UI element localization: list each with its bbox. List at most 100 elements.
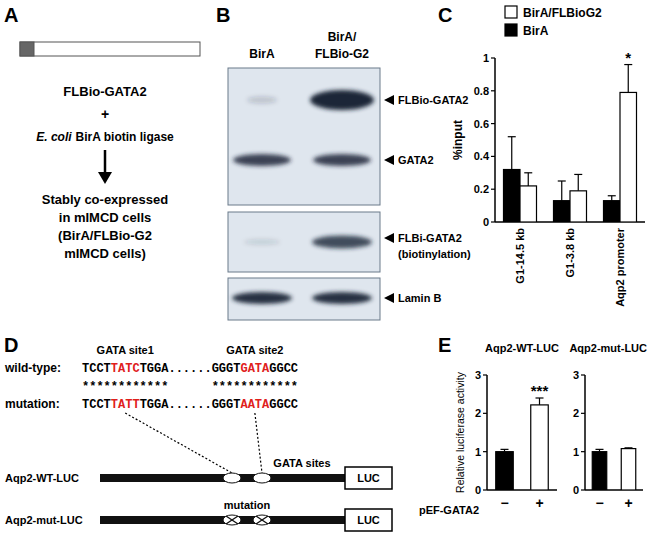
annotation: * [625,49,631,66]
y-tick-label: 1 [483,52,489,64]
x-axis-label: pEF-GATA2 [419,504,479,516]
sequence-part: GGCC [269,362,298,376]
x-tick-label: + [535,495,543,511]
y-tick [491,221,495,222]
y-tick-label: 0.4 [474,150,490,162]
blot-band [232,292,292,304]
y-tick-label: 0 [573,484,579,496]
y-axis [584,375,586,490]
blot-band [312,236,372,249]
y-tick-label: 1 [475,446,481,458]
x-tick-label: Aqp2 promoter [614,227,626,307]
error-bar [508,137,516,170]
construct-label: Aqp2-mut-LUC [5,514,83,526]
error-bar [524,173,532,186]
y-tick [483,489,487,490]
bar [620,92,637,222]
band-arrow [384,155,394,165]
site-label: GATA site2 [226,344,283,356]
plot-marks [504,65,637,222]
panel-label: D [4,334,18,356]
y-tick [483,451,487,452]
plus-sign: + [101,106,109,122]
lane-label: BirA [249,47,275,61]
bar [604,201,621,222]
error-bar [501,449,509,451]
bar [520,186,537,222]
protein-bar [20,42,200,56]
error-stem [539,398,540,405]
error-stem [528,173,529,186]
band-label: FLBi-GATA2 [398,232,462,244]
arrow-shaft [104,150,107,174]
error-bar [624,65,632,93]
panel-label: B [216,4,230,26]
band-arrow [384,233,394,243]
sequence-part: AATA [240,398,270,412]
chart-title: Aqp2-mut-LUC [569,342,647,354]
reporter-box [345,467,392,489]
band-label: FLBio-GATA2 [398,94,468,106]
ligase-label: E. coli BirA biotin ligase [36,130,174,144]
bar [621,449,636,490]
sequence-part: TATT [111,398,140,412]
error-bar [608,196,616,201]
sequence: TCCTTATTTGGA......GGGTAATAGGCC [82,398,298,412]
error-bar [574,174,582,190]
error-bar [558,181,566,201]
sequence-part: GATA [240,362,270,376]
band-label: (biotinylation) [398,248,471,260]
sequence-part: TATC [111,362,140,376]
bar [531,405,549,490]
error-cap [508,136,516,137]
ligase-species: E. coli [36,130,72,144]
figure: A B C D E FLBio-GATA2 + E. coli BirA biotin liga… [0,0,650,540]
y-tick [483,374,487,375]
x-tick-label: − [595,495,603,511]
gata-site [223,515,241,525]
sequence-part: GGCC [269,398,298,412]
blot-band [244,239,280,245]
y-tick [491,123,495,124]
site-label: GATA site1 [97,344,154,356]
bar [592,452,607,490]
y-tick [581,413,585,414]
y-tick [581,489,585,490]
result-line: mIMCD cells) [64,246,146,261]
panel-label: A [4,4,18,26]
band-arrow [384,95,394,105]
reporter-label: LUC [357,514,380,526]
y-tick-label: 2 [475,407,481,419]
bar [504,170,521,222]
error-bar [625,447,633,449]
error-stem [511,137,512,170]
error-bar [536,398,544,405]
y-tick-label: 1 [573,446,579,458]
construct-note: mutation [224,499,271,511]
row-label: mutation: [5,397,60,411]
panel-label: E [438,334,451,356]
bar [570,191,587,222]
dotted-guide [255,413,262,473]
x-tick-label: G1-14.5 kb [514,228,526,284]
error-stem [611,196,612,201]
arrow-head [98,172,112,184]
annotation: *** [531,382,549,399]
error-cap [608,195,616,196]
y-tick-label: 0.6 [474,118,489,130]
y-tick [491,189,495,190]
x-tick-label: − [500,495,508,511]
reporter-box [345,509,392,531]
gata-site [223,473,241,483]
error-stem [628,65,629,93]
result-line: in mIMCD cells [59,210,151,225]
blot-panel [228,278,380,320]
ligase-name: BirA biotin ligase [76,130,175,144]
error-cap [524,172,532,173]
y-tick [491,156,495,157]
reporter-label: LUC [357,472,380,484]
blot-band [233,154,291,166]
legend-label: BirA/FLBioG2 [523,6,602,20]
y-tick [491,57,495,58]
panel-label: C [438,4,452,26]
